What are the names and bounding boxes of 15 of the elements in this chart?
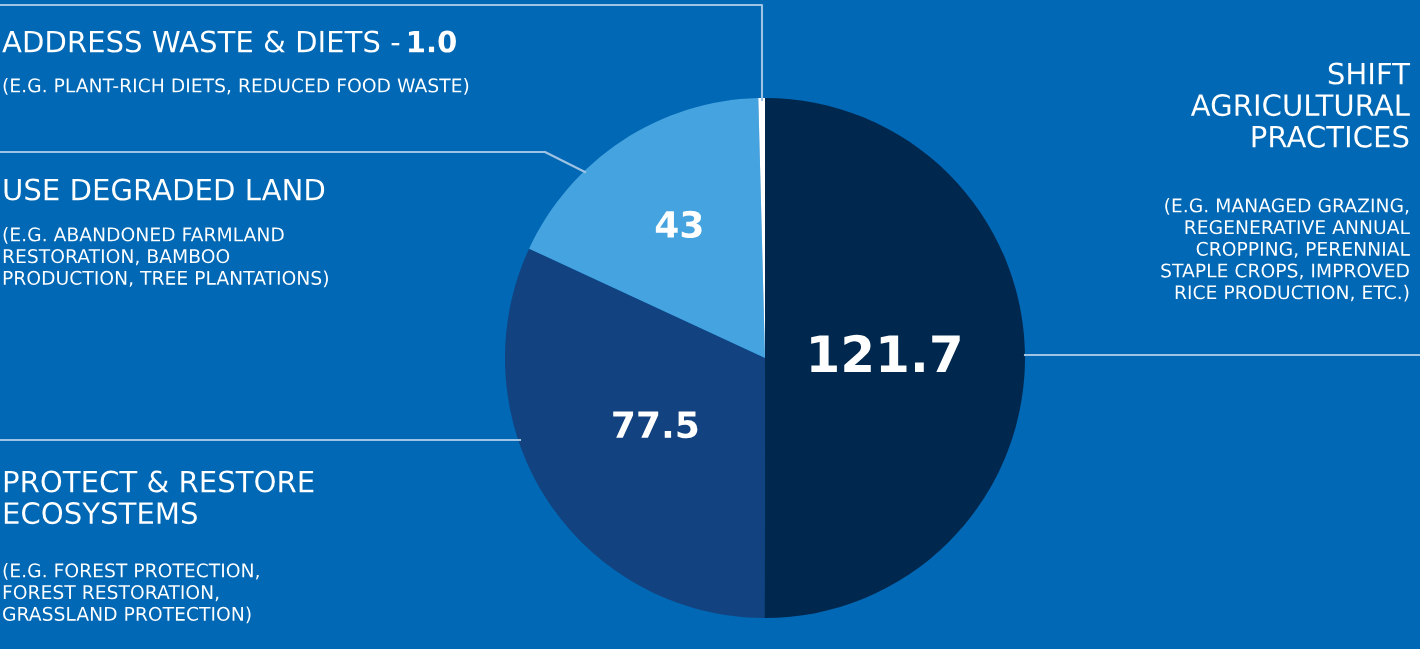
data-label: 77.5 [613, 411, 698, 439]
text: (E.G. FOREST PROTECTION, FOREST RESTORATION, GRASSLAND PROTECTION) [3, 563, 259, 624]
text: (E.G. ABANDONED FARMLAND RESTORATION, BAMBOO PRODUCTION, TREE PLANTATIONS) [3, 227, 328, 288]
pie-slice [529, 98, 765, 358]
pie-slice [505, 248, 765, 618]
data-label: 1.0 [408, 30, 456, 53]
data-label: 43 [655, 210, 702, 239]
text: (E.G. MANAGED GRAZING, REGENERATIVE ANNUAL CROPPING, PERENNIAL STAPLE CROPS, IMPROVED RICE PRODUCTION, ETC.) [1161, 198, 1410, 302]
data-label: 121.7 [811, 334, 960, 372]
slice-label: PROTECT & RESTORE ECOSYSTEMS [4, 470, 314, 525]
text: (E.G. PLANT-RICH DIETS, REDUCED FOOD WASTE) [3, 78, 469, 95]
slice-label: USE DEGRADED LAND [4, 178, 325, 201]
pie-slice [764, 98, 1025, 618]
slice-label: ADDRESS WASTE & DIETS - [2, 30, 400, 53]
slice-label: SHIFT AGRICULTURAL PRACTICES [1190, 62, 1411, 148]
